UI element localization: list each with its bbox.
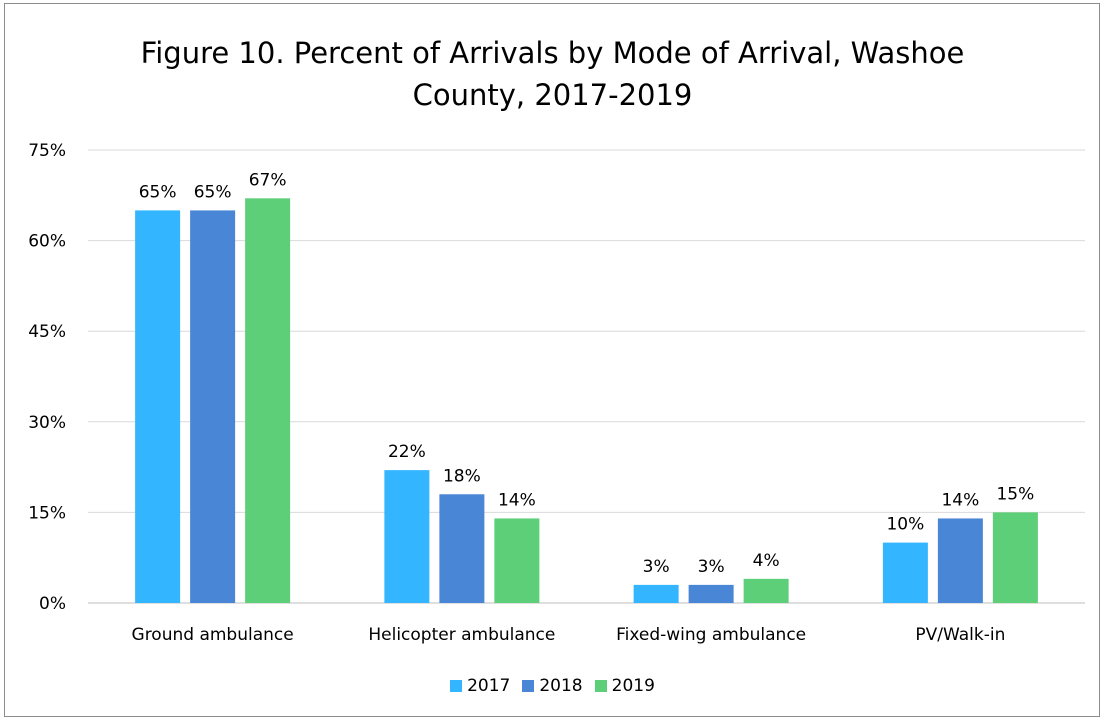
- data-label: 14%: [498, 490, 536, 510]
- legend-entry: 2017: [450, 676, 510, 696]
- bar: [190, 210, 236, 603]
- chart-title-line-2: County, 2017-2019: [412, 78, 693, 112]
- legend-label: 2018: [539, 676, 583, 696]
- category-label: Ground ambulance: [132, 625, 294, 645]
- bar: [135, 210, 181, 603]
- y-tick-label: 0%: [39, 594, 66, 614]
- data-label: 3%: [698, 557, 725, 577]
- legend-entry: 2018: [522, 676, 583, 696]
- category-label: Helicopter ambulance: [368, 625, 555, 645]
- legend-label: 2019: [611, 676, 655, 696]
- category-label: PV/Walk-in: [915, 625, 1005, 645]
- bar: [245, 198, 291, 603]
- legend-swatch: [594, 680, 607, 692]
- data-label: 18%: [443, 466, 481, 486]
- bar: [439, 494, 485, 603]
- legend: 2017 2018 2019: [0, 676, 1105, 696]
- bar: [992, 512, 1038, 603]
- data-label: 10%: [886, 515, 924, 535]
- y-tick-label: 15%: [28, 503, 66, 523]
- bar: [494, 518, 540, 603]
- chart-title: Figure 10. Percent of Arrivals by Mode o…: [0, 32, 1105, 116]
- bar: [937, 518, 983, 603]
- y-tick-label: 75%: [28, 141, 66, 161]
- y-tick-label: 30%: [28, 413, 66, 433]
- data-label: 15%: [996, 484, 1034, 504]
- legend-entry: 2019: [594, 676, 655, 696]
- legend-swatch: [450, 680, 463, 692]
- data-label: 4%: [753, 551, 780, 571]
- chart-title-line-1: Figure 10. Percent of Arrivals by Mode o…: [140, 36, 965, 70]
- bar: [882, 542, 928, 603]
- legend-label: 2017: [467, 676, 511, 696]
- bar: [688, 584, 734, 603]
- category-label: Fixed-wing ambulance: [616, 625, 806, 645]
- legend-swatch: [522, 680, 535, 692]
- data-label: 65%: [139, 182, 177, 202]
- bar: [384, 470, 430, 603]
- bar: [633, 584, 679, 603]
- y-tick-label: 45%: [28, 322, 66, 342]
- data-label: 14%: [941, 490, 979, 510]
- data-label: 67%: [249, 170, 287, 190]
- data-label: 3%: [643, 557, 670, 577]
- data-label: 65%: [194, 182, 232, 202]
- bar: [743, 578, 789, 603]
- data-label: 22%: [388, 442, 426, 462]
- y-tick-label: 60%: [28, 232, 66, 252]
